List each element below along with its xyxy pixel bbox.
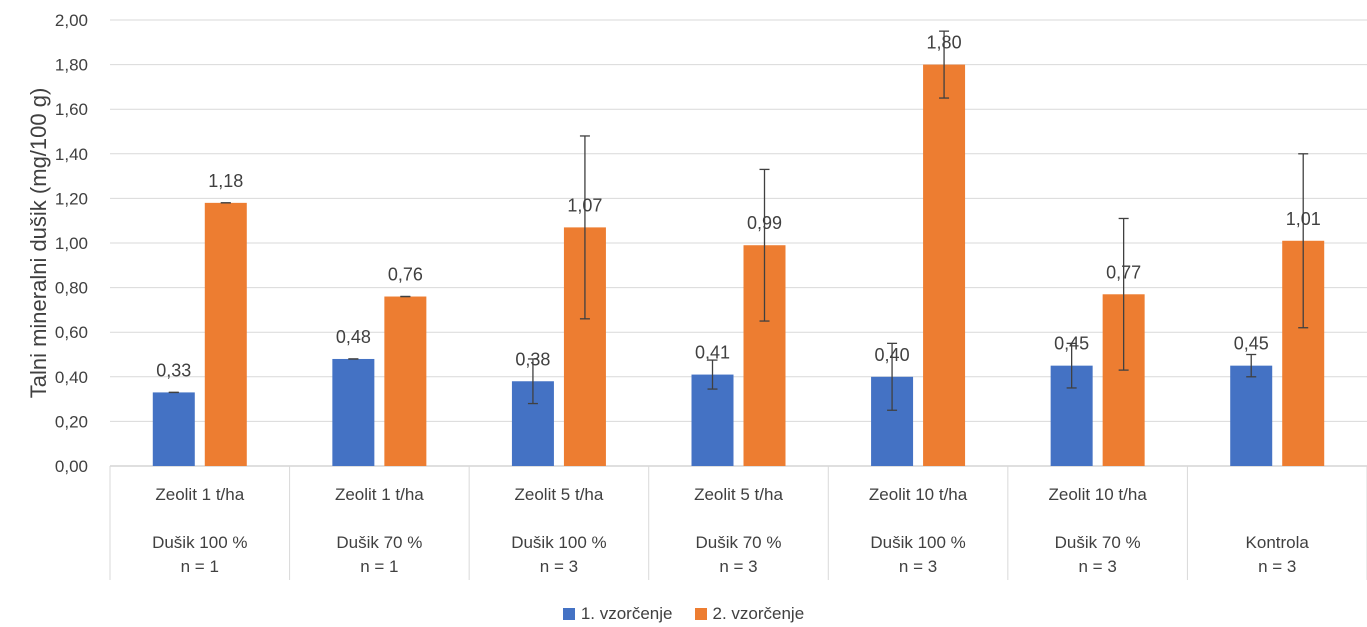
category-label: n = 1	[360, 557, 398, 576]
data-label-series-2: 1,01	[1286, 209, 1321, 229]
y-tick-label: 0,40	[55, 368, 88, 387]
error-bars	[168, 30, 1309, 411]
category-label: Zeolit 1 t/ha	[155, 485, 244, 504]
data-label-series-1: 0,41	[695, 343, 730, 363]
legend-swatch-series-1	[562, 608, 575, 620]
bar-series-1	[332, 358, 375, 466]
category-label: n = 3	[1258, 557, 1296, 576]
data-label-series-1: 0,45	[1054, 334, 1089, 354]
category-label: Dušik 70 %	[336, 533, 422, 552]
grid-lines	[110, 19, 1367, 467]
bars	[152, 64, 1325, 467]
category-label: n = 1	[181, 557, 219, 576]
data-label-series-2: 0,76	[388, 265, 423, 285]
y-tick-label: 1,20	[55, 189, 88, 208]
data-label-series-1: 0,33	[156, 360, 191, 380]
bar-series-2	[384, 296, 427, 466]
legend-label-series-1: 1. vzorčenje	[580, 604, 673, 623]
y-tick-label: 0,20	[55, 412, 88, 431]
category-label: Dušik 100 %	[152, 533, 247, 552]
data-label-series-2: 0,77	[1106, 262, 1141, 282]
category-label: Dušik 100 %	[511, 533, 606, 552]
category-label: Zeolit 10 t/ha	[869, 485, 968, 504]
data-label-series-1: 0,48	[336, 327, 371, 347]
category-label: n = 3	[540, 557, 578, 576]
data-label-series-1: 0,45	[1234, 334, 1269, 354]
data-label-series-1: 0,38	[515, 349, 550, 369]
category-label: Dušik 70 %	[1055, 533, 1141, 552]
bar-series-1	[1230, 365, 1273, 466]
bar-series-2	[923, 64, 966, 466]
y-tick-label: 0,60	[55, 323, 88, 342]
category-label: n = 3	[1078, 557, 1116, 576]
data-label-series-1: 0,40	[875, 345, 910, 365]
y-tick-label: 1,60	[55, 100, 88, 119]
y-tick-label: 1,80	[55, 56, 88, 75]
y-tick-label: 1,40	[55, 145, 88, 164]
category-label: n = 3	[719, 557, 757, 576]
data-label-series-2: 1,07	[567, 195, 602, 215]
y-tick-label: 1,00	[55, 234, 88, 253]
y-axis-label: Talni mineralni dušik (mg/100 g)	[26, 88, 51, 399]
bar-series-2	[204, 202, 247, 467]
legend-label-series-2: 2. vzorčenje	[712, 604, 805, 623]
legend: 1. vzorčenje 2. vzorčenje	[0, 604, 1367, 624]
data-label-series-2: 1,80	[927, 33, 962, 53]
bar-series-1	[691, 374, 734, 466]
bar-chart: 0,00 0,20 0,40 0,60 0,80 1,00 1,20 1,40 1,60 1,80…	[26, 11, 1367, 580]
legend-item-series-1: 1. vzorčenje	[562, 604, 673, 624]
x-axis-categories: Zeolit 1 t/ha Dušik 100 % n = 1 Zeolit 1 t/…	[109, 466, 1367, 580]
y-tick-label: 2,00	[55, 11, 88, 30]
data-label-series-2: 0,99	[747, 213, 782, 233]
category-label: Kontrola	[1246, 533, 1310, 552]
category-label: Dušik 70 %	[696, 533, 782, 552]
bar-series-1	[152, 392, 195, 466]
data-label-series-2: 1,18	[208, 171, 243, 191]
category-label: Zeolit 10 t/ha	[1049, 485, 1148, 504]
y-tick-label: 0,80	[55, 279, 88, 298]
category-label: Dušik 100 %	[870, 533, 965, 552]
y-tick-label: 0,00	[55, 457, 88, 476]
legend-item-series-2: 2. vzorčenje	[694, 604, 805, 624]
category-label: n = 3	[899, 557, 937, 576]
category-label: Zeolit 1 t/ha	[335, 485, 424, 504]
data-labels: 0,33 0,48 0,38 0,41 0,40 0,45 0,45 1,18 0,76 1,07…	[156, 33, 1320, 381]
category-label: Zeolit 5 t/ha	[694, 485, 783, 504]
y-axis-ticks: 0,00 0,20 0,40 0,60 0,80 1,00 1,20 1,40 1,60 1,80…	[55, 11, 88, 476]
legend-swatch-series-2	[694, 608, 707, 620]
category-label: Zeolit 5 t/ha	[515, 485, 604, 504]
